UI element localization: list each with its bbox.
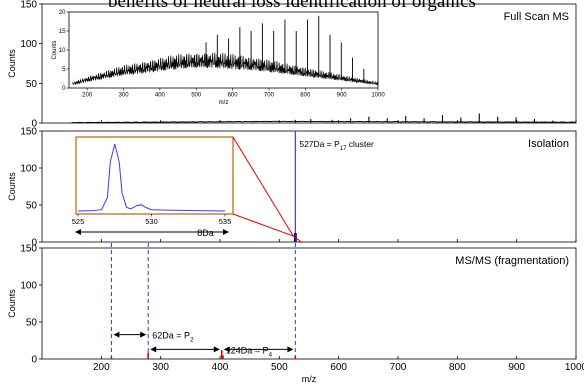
isolation-zoom-line-bottom <box>232 213 294 237</box>
msms-xtick-label: 900 <box>508 362 525 373</box>
isolation-ytick-label: 0 <box>31 238 37 249</box>
msms-xtick-label: 800 <box>449 362 466 373</box>
msms-loss-arrow-2-head-right <box>287 346 294 353</box>
full-scan-inset-ytick-label: 15 <box>59 29 66 35</box>
full-scan-inset-ylabel: Counts <box>52 40 58 59</box>
msms-xtick-label: 400 <box>212 362 229 373</box>
msms-xtick-label: 700 <box>390 362 407 373</box>
full-scan-inset-xtick-label: 800 <box>300 93 311 99</box>
isolation-window-label: 8Da <box>197 228 214 238</box>
isolation-frame <box>41 130 577 243</box>
isolation-window-arrow-head-right <box>223 229 229 235</box>
msms-xtick-label: 600 <box>330 362 347 373</box>
msms-ytick-label: 50 <box>26 318 38 329</box>
msms-loss-arrow-1-head-left <box>150 346 157 353</box>
isolation-ytick-label: 50 <box>26 201 38 212</box>
full-scan-inset-ytick-label: 10 <box>59 48 66 54</box>
full-scan-inset-ytick-label: 5 <box>62 67 66 73</box>
isolation-inset-trace <box>77 143 226 212</box>
msms-loss-arrow-2-head-left <box>223 346 230 353</box>
isolation-ytick-label: 150 <box>20 127 37 138</box>
msms-ylabel: Counts <box>7 289 17 318</box>
full-scan-inset-xlabel: m/z <box>219 100 229 106</box>
full-scan-inset-trace <box>72 52 379 86</box>
isolation-inset-xtick-label: 530 <box>145 217 158 226</box>
msms-xtick-label: 200 <box>93 362 110 373</box>
full-scan-inset-xtick-label: 500 <box>191 93 202 99</box>
msms-xtick-label: 300 <box>152 362 169 373</box>
msms-frame <box>41 247 577 360</box>
full-scan-inset-xtick-label: 900 <box>337 93 348 99</box>
msms-ytick-label: 150 <box>20 244 37 255</box>
full-scan-ytick-label: 100 <box>20 39 37 50</box>
msms-loss-label-0: 62Da = P2 <box>152 331 194 344</box>
full-scan-inset-xtick-label: 600 <box>228 93 239 99</box>
full-scan-trace <box>71 120 577 124</box>
msms-ytick-label: 0 <box>31 355 37 366</box>
full-scan-inset-ytick-label: 0 <box>62 86 66 92</box>
msms-loss-arrow-0-head-left <box>113 331 120 338</box>
isolation-ylabel: Counts <box>7 172 17 201</box>
full-scan-inset-xtick-label: 200 <box>82 93 93 99</box>
full-scan-inset-xtick-label: 700 <box>264 93 275 99</box>
full-scan-ytick-label: 0 <box>31 119 37 130</box>
msms-ytick-label: 100 <box>20 281 37 292</box>
msms-loss-label-1: 124Da = P4 <box>226 345 273 358</box>
full-scan-inset-xtick-label: 1000 <box>371 93 385 99</box>
isolation-ytick-label: 100 <box>20 164 37 175</box>
msms-xlabel: m/z <box>302 374 317 384</box>
isolation-inset-frame <box>75 136 234 215</box>
figure-heading: benefits of neutral loss identification … <box>108 0 476 12</box>
msms-panel-label: MS/MS (fragmentation) <box>455 255 569 267</box>
isolation-inset-xtick-label: 535 <box>219 217 232 226</box>
full-scan-inset-xtick-label: 300 <box>119 93 130 99</box>
full-scan-inset-xtick-label: 400 <box>155 93 166 99</box>
isolation-zoom-line-top <box>232 136 294 237</box>
full-scan-ylabel: Counts <box>7 49 17 78</box>
isolation-window-arrow-head-left <box>75 229 81 235</box>
full-scan-ytick-label: 50 <box>26 79 38 90</box>
full-scan-ytick-label: 150 <box>20 0 37 11</box>
msms-xtick-label: 1000 <box>565 362 584 373</box>
msms-loss-arrow-0-head-right <box>140 331 147 338</box>
isolation-panel-label: Isolation <box>528 138 569 150</box>
isolation-inset-xtick-label: 525 <box>72 217 85 226</box>
full-scan-frame <box>41 3 577 124</box>
full-scan-panel-label: Full Scan MS <box>504 11 569 23</box>
msms-loss-arrow-1-head-right <box>213 346 220 353</box>
isolation-peak-label: 527Da = P17 cluster <box>299 139 374 152</box>
full-scan-inset-ytick-label: 20 <box>59 10 66 16</box>
msms-xtick-label: 500 <box>271 362 288 373</box>
isolation-zoom-tail <box>293 235 303 244</box>
